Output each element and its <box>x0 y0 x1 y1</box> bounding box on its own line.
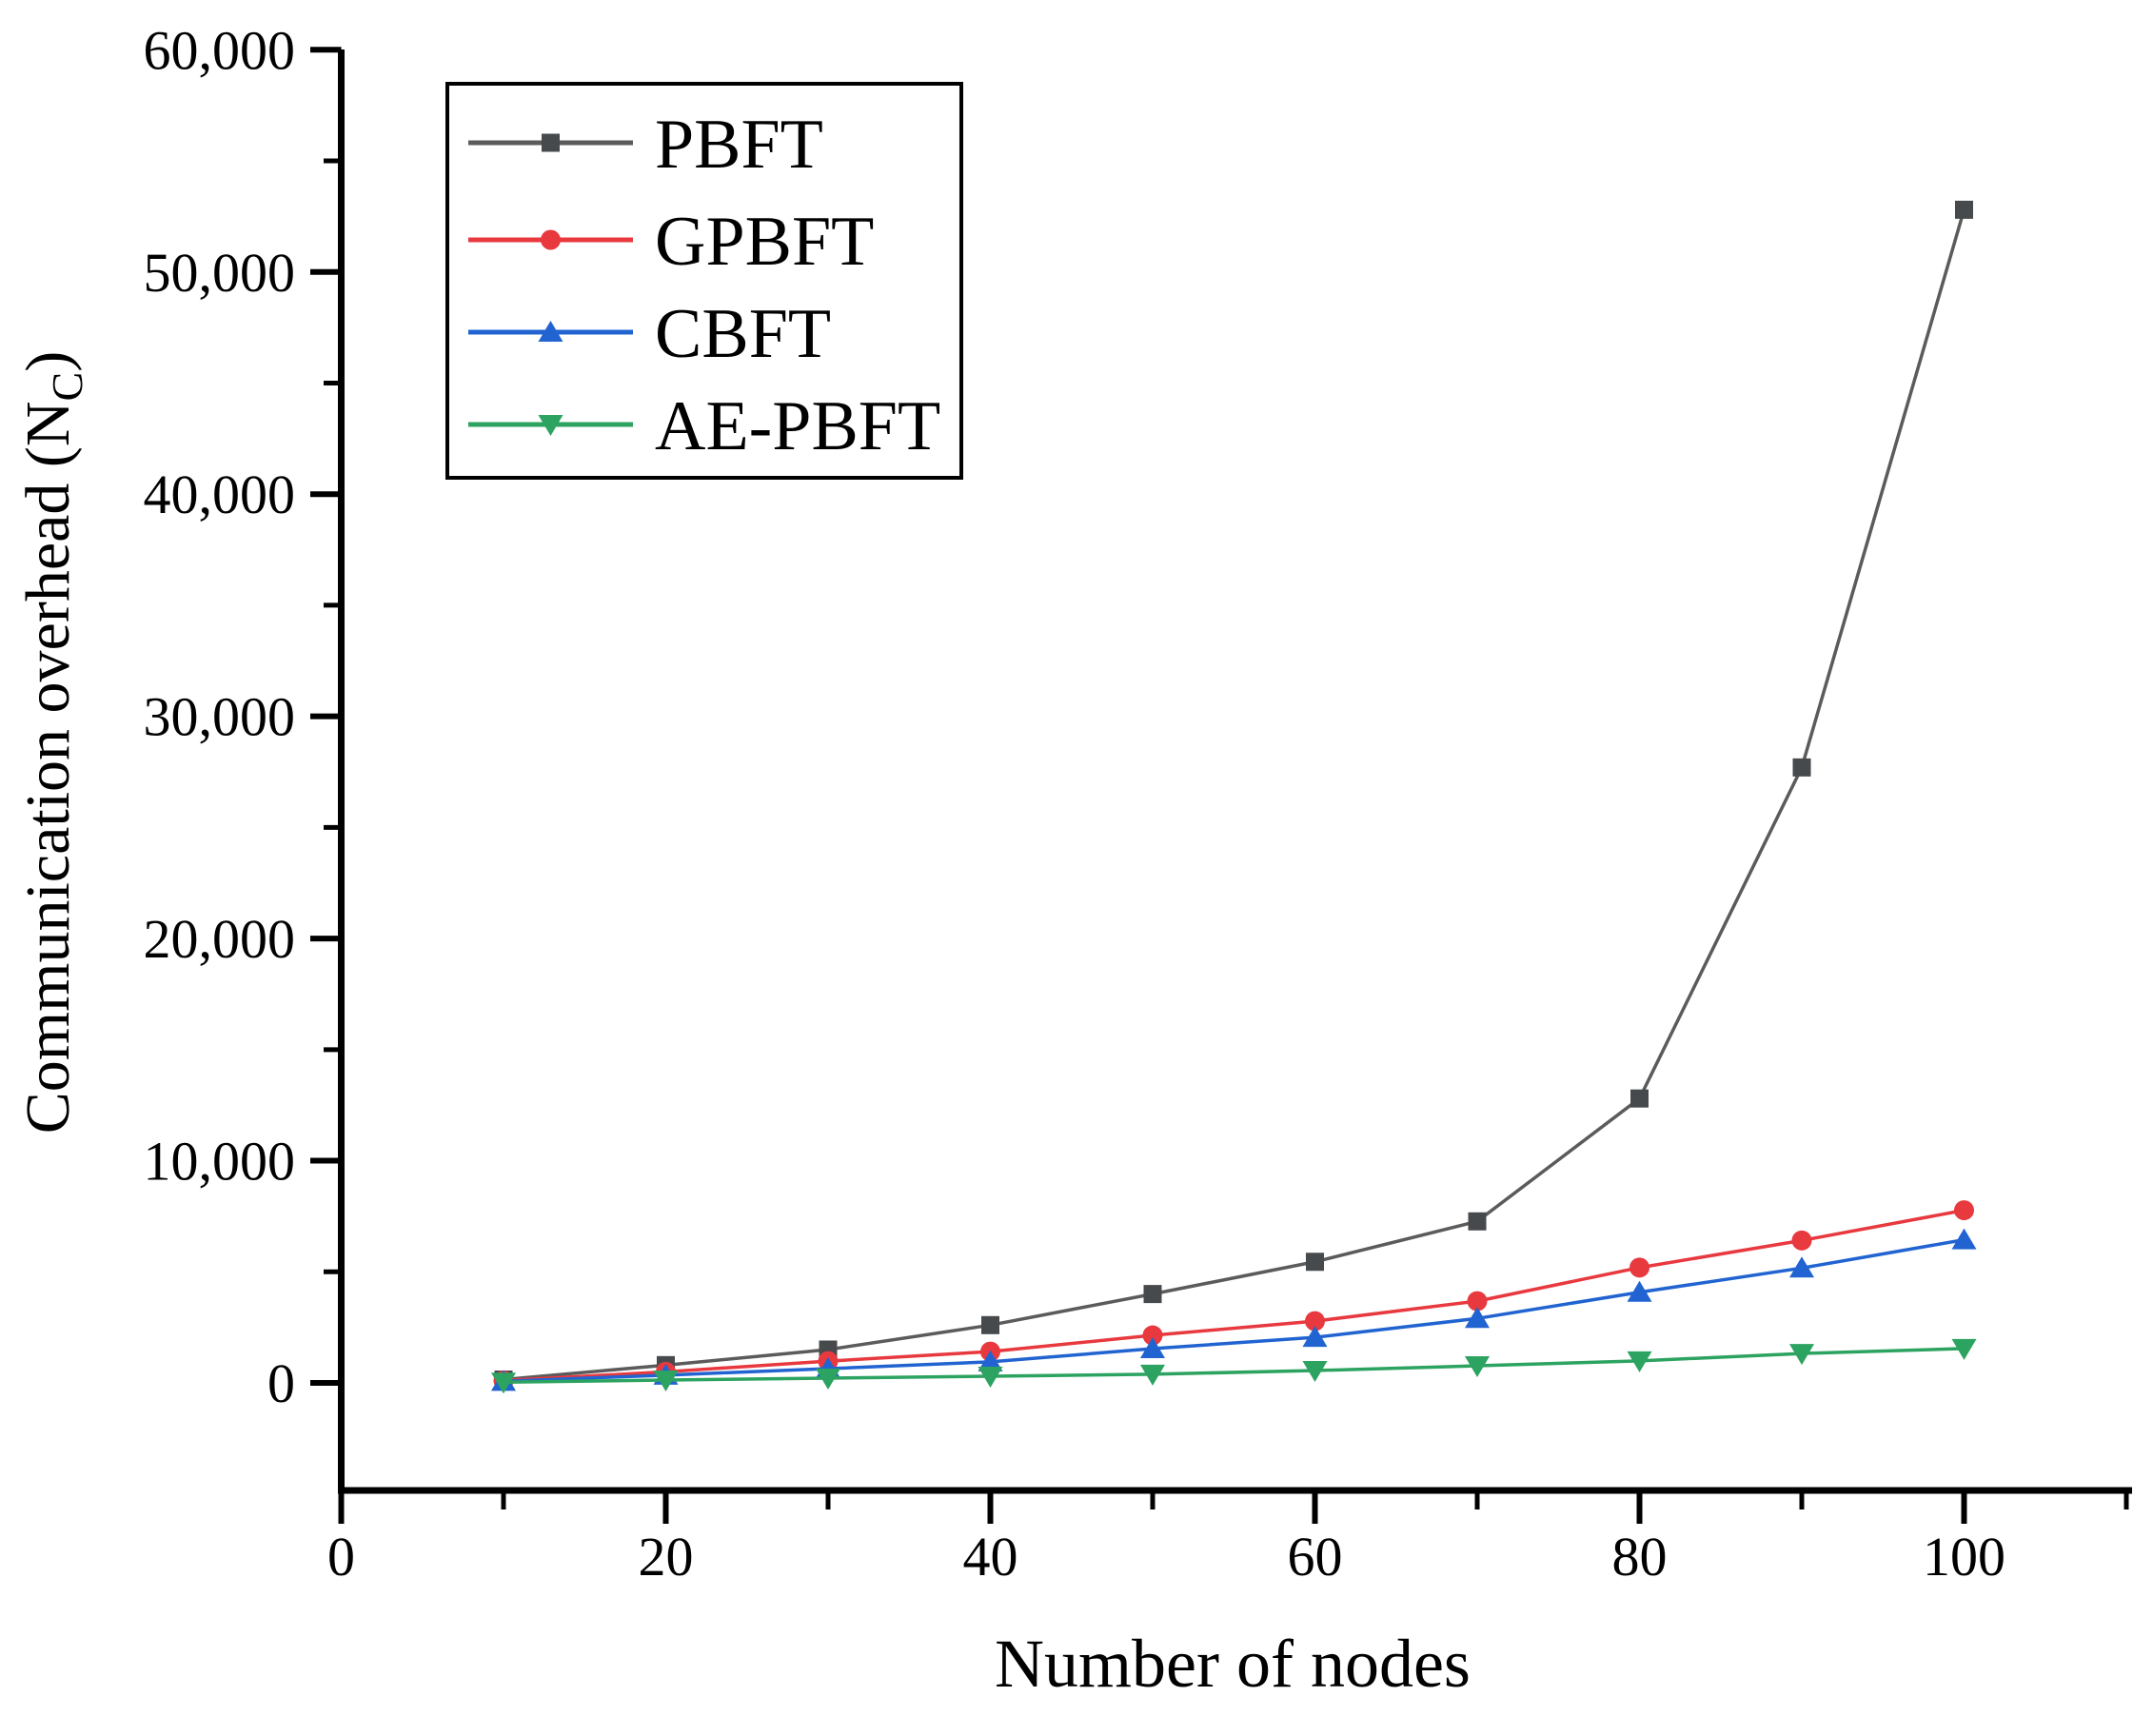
x-tick-label: 80 <box>1612 1526 1668 1588</box>
legend-entry-gpbft: GPBFT <box>468 203 874 281</box>
series-ae-pbft-marker <box>1140 1364 1165 1386</box>
series-gpbft-marker <box>1954 1200 1974 1221</box>
y-tick-label: 30,000 <box>144 686 296 748</box>
series-pbft-marker <box>1143 1285 1162 1304</box>
legend-entry-pbft: PBFT <box>468 106 823 184</box>
series-pbft-marker <box>1468 1212 1487 1231</box>
legend-triangle-down-icon <box>538 415 563 436</box>
x-tick-label: 40 <box>963 1526 1018 1588</box>
series-pbft-line <box>503 208 1966 1382</box>
x-tick-label: 20 <box>639 1526 694 1588</box>
series-pbft-marker <box>1306 1253 1324 1272</box>
series-ae-pbft-marker <box>1789 1344 1814 1366</box>
series-cbft-marker <box>1140 1337 1165 1359</box>
series-gpbft-marker <box>1467 1291 1488 1312</box>
legend-label: CBFT <box>655 295 831 373</box>
legend-square-icon <box>542 133 560 152</box>
x-axis-label: Number of nodes <box>995 1626 1471 1702</box>
series-ae-pbft-marker <box>1951 1338 1977 1360</box>
y-tick-label: 50,000 <box>144 242 296 304</box>
series-pbft-marker <box>1630 1089 1649 1108</box>
series-ae-pbft-marker <box>653 1370 679 1391</box>
series-cbft-marker <box>1302 1326 1328 1348</box>
legend-label: PBFT <box>655 106 823 184</box>
series-ae-pbft-marker <box>978 1366 1003 1388</box>
series-ae-pbft-marker <box>491 1372 516 1394</box>
legend-entry-cbft: CBFT <box>468 295 831 373</box>
series-cbft <box>491 1228 1977 1391</box>
series-ae-pbft <box>491 1338 1977 1394</box>
legend-box <box>445 82 963 480</box>
legend-label: AE-PBFT <box>655 387 940 465</box>
y-tick-label: 20,000 <box>144 908 296 970</box>
y-tick-label: 0 <box>267 1352 295 1414</box>
x-tick-label: 60 <box>1288 1526 1343 1588</box>
series-gpbft-line <box>503 1208 1965 1383</box>
x-tick-label: 100 <box>1923 1526 2005 1588</box>
series-cbft-marker <box>1951 1228 1977 1250</box>
series-cbft-marker <box>978 1350 1003 1371</box>
series-cbft-marker <box>1465 1307 1490 1329</box>
legend-triangle-up-icon <box>538 321 563 342</box>
series-ae-pbft-line <box>503 1347 1965 1385</box>
series-cbft-marker <box>1789 1256 1814 1278</box>
x-tick-label: 0 <box>327 1526 355 1588</box>
y-tick-label: 10,000 <box>144 1131 296 1193</box>
series-ae-pbft-marker <box>816 1368 840 1390</box>
series-cbft-marker <box>1627 1280 1652 1302</box>
x-axis-ticks: 0 20 40 60 80 100 <box>327 1490 2129 1588</box>
series-gpbft-marker <box>1305 1311 1325 1332</box>
legend-entry-ae-pbft: AE-PBFT <box>468 387 940 465</box>
legend: PBFT GPBFT CBFT AE-PBFT <box>445 82 963 480</box>
legend-circle-icon <box>541 229 561 250</box>
series-gpbft-marker <box>1791 1230 1812 1251</box>
series-gpbft-marker <box>1630 1257 1649 1278</box>
series-gpbft <box>493 1200 1974 1391</box>
series-ae-pbft-marker <box>1465 1356 1490 1378</box>
y-tick-label: 60,000 <box>144 19 296 81</box>
series-cbft-line <box>503 1237 1965 1384</box>
y-axis-ticks: 0 10,000 20,000 30,000 40,000 50,000 60,000 <box>144 19 342 1414</box>
legend-label: GPBFT <box>655 203 874 281</box>
y-tick-label: 40,000 <box>144 464 296 525</box>
series-pbft-marker <box>981 1315 999 1334</box>
y-axis-label: Communication overhead (NC) <box>13 351 91 1134</box>
series-ae-pbft-marker <box>1302 1361 1328 1383</box>
series-gpbft-marker <box>1142 1325 1163 1346</box>
series-pbft-marker <box>1792 758 1811 777</box>
series-ae-pbft-marker <box>1627 1351 1652 1372</box>
series-pbft-marker <box>1955 200 1973 219</box>
